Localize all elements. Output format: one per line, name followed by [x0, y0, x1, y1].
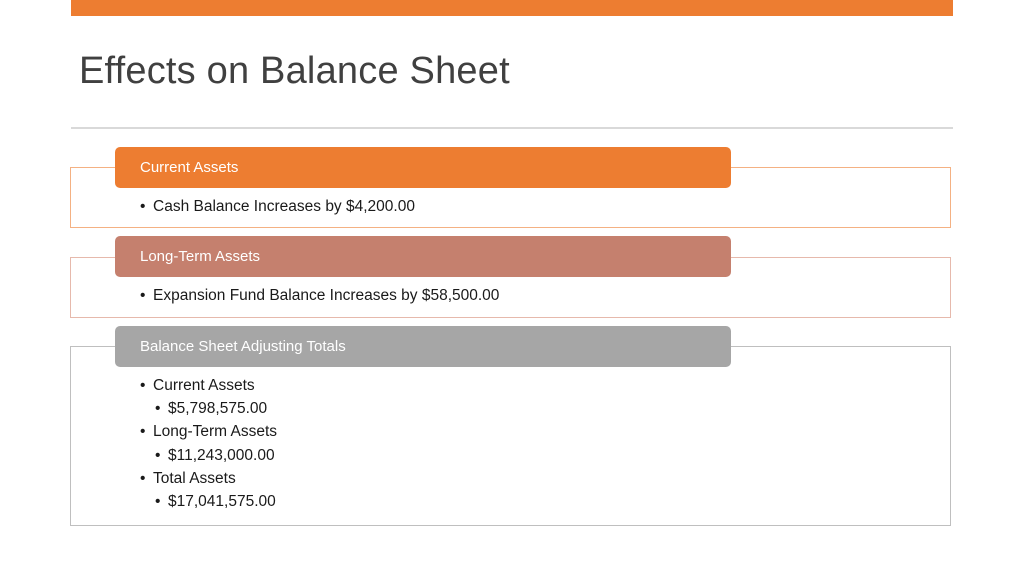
adjusting-totals-header: Balance Sheet Adjusting Totals [115, 326, 731, 367]
adjusting-totals-box [70, 346, 951, 526]
list-item: • Current Assets [140, 377, 255, 394]
title-divider [71, 127, 953, 129]
adjusting-totals-bullets: • Current Assets • $5,798,575.00 • Long-Ter… [140, 374, 277, 513]
list-item: • Total Assets [140, 469, 236, 487]
long-term-assets-bullets: • Expansion Fund Balance Increases by $58… [140, 284, 499, 307]
current-assets-bullets: • Cash Balance Increases by $4,200.00 [140, 195, 415, 218]
long-term-assets-header: Long-Term Assets [115, 236, 731, 277]
list-item: • Expansion Fund Balance Increases by $58… [140, 287, 500, 304]
slide-title: Effects on Balance Sheet [79, 50, 510, 92]
top-accent-bar [71, 0, 953, 16]
current-assets-header: Current Assets [115, 147, 731, 188]
list-item: • $17,041,575.00 [155, 493, 276, 511]
list-item: • Long-Term Assets [140, 423, 278, 441]
list-item: • Cash Balance Increases by $4,200.00 [140, 198, 415, 215]
list-item: • $5,798,575.00 [155, 400, 268, 418]
list-item: • $11,243,000.00 [155, 446, 275, 464]
